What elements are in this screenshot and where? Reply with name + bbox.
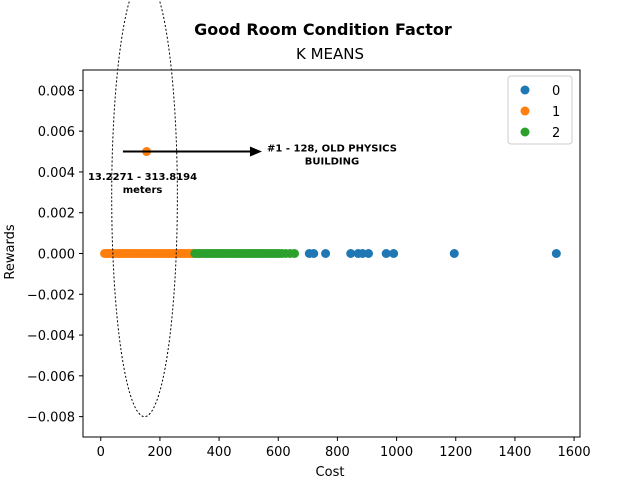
legend-marker-0 <box>520 85 530 95</box>
x-tick-label: 0 <box>97 445 105 460</box>
arrow-label-line1: #1 - 128, OLD PHYSICS <box>267 144 397 155</box>
legend-label-1: 1 <box>552 105 560 120</box>
annotation-ellipse <box>111 0 178 418</box>
x-tick-label: 1200 <box>439 445 472 460</box>
data-point-series-0 <box>389 249 399 258</box>
ellipse-label-line1: 13.2271 - 313.8194 <box>88 172 197 183</box>
y-tick-label: −0.006 <box>27 370 75 385</box>
legend-marker-1 <box>520 106 530 116</box>
y-tick-label: −0.008 <box>27 411 75 426</box>
y-tick-label: 0.006 <box>38 125 75 140</box>
y-tick-label: −0.002 <box>27 288 75 303</box>
data-point-series-0 <box>321 249 331 258</box>
data-point-series-0 <box>309 249 319 258</box>
legend-box <box>507 75 573 145</box>
x-tick-label: 800 <box>325 445 350 460</box>
x-tick-label: 600 <box>266 445 291 460</box>
x-tick-label: 1400 <box>498 445 531 460</box>
x-tick-label: 1600 <box>558 445 591 460</box>
data-point-series-0 <box>551 249 561 258</box>
data-point-series-0 <box>381 249 391 258</box>
annotation-arrow-head <box>249 146 262 157</box>
chart-subtitle: K MEANS <box>296 45 364 63</box>
y-tick-label: 0.004 <box>38 166 75 181</box>
y-tick-label: 0.002 <box>38 207 75 222</box>
data-point-series-0 <box>363 249 373 258</box>
y-axis-label: Rewards <box>3 224 18 279</box>
plot-area: 0 200 400 600 800 1000 1200 1400 1600 0.008 0.006 0… <box>27 0 591 460</box>
x-tick-label: 1000 <box>380 445 413 460</box>
x-tick-label: 400 <box>207 445 232 460</box>
y-tick-label: −0.004 <box>27 329 75 344</box>
y-tick-label: 0.008 <box>38 84 75 99</box>
ellipse-label-line2: meters <box>123 185 163 196</box>
arrow-label-line2: BUILDING <box>305 157 359 168</box>
legend-marker-2 <box>520 127 530 137</box>
data-point-series-2 <box>290 249 300 258</box>
x-axis-label: Cost <box>316 465 345 480</box>
y-tick-label: 0.000 <box>38 248 75 263</box>
x-tick-label: 200 <box>148 445 173 460</box>
legend-label-0: 0 <box>552 84 560 99</box>
data-point-series-0 <box>346 249 356 258</box>
chart-title: Good Room Condition Factor <box>194 20 452 39</box>
legend-label-2: 2 <box>552 126 560 141</box>
data-point-series-0 <box>449 249 459 258</box>
